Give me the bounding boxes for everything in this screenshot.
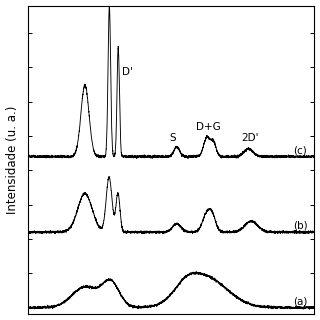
Text: (a): (a) <box>293 296 307 306</box>
Text: S: S <box>169 133 176 143</box>
Text: D': D' <box>122 67 133 77</box>
Text: (b): (b) <box>293 221 307 231</box>
Y-axis label: Intensidade (u. a.): Intensidade (u. a.) <box>5 106 19 214</box>
Text: (c): (c) <box>293 145 307 155</box>
Text: D+G: D+G <box>196 122 221 132</box>
Text: 2D': 2D' <box>241 133 259 143</box>
